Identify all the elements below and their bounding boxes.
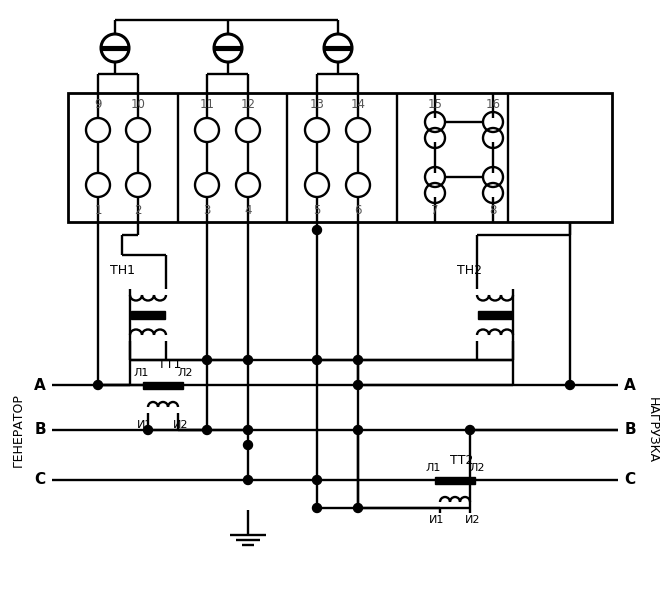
Text: 1: 1 [94,204,102,216]
Text: 5: 5 [314,204,321,216]
Bar [143,382,183,389]
Text: И1: И1 [429,515,445,525]
Text: C: C [34,473,46,488]
Circle shape [143,425,153,434]
Text: A: A [624,377,636,392]
Circle shape [354,504,362,513]
Text: ГЕНЕРАТОР: ГЕНЕРАТОР [11,393,25,467]
Text: 4: 4 [245,204,252,216]
Text: 7: 7 [431,204,439,216]
Text: 2: 2 [134,204,142,216]
Text: НАГРУЗКА: НАГРУЗКА [645,397,659,463]
Circle shape [312,225,322,234]
Text: B: B [34,422,46,437]
Circle shape [354,355,362,365]
Bar [435,476,475,483]
Circle shape [243,476,253,485]
Text: 16: 16 [486,98,500,111]
Circle shape [312,504,322,513]
Text: 11: 11 [200,98,214,111]
Circle shape [94,380,103,389]
Circle shape [243,355,253,365]
Circle shape [565,380,574,389]
Text: 3: 3 [203,204,210,216]
Text: C: C [624,473,636,488]
Text: ТН2: ТН2 [457,264,482,277]
Circle shape [312,476,322,485]
Text: Л2: Л2 [469,463,485,473]
Circle shape [202,425,212,434]
Text: И2: И2 [174,420,189,430]
Text: ТТ2: ТТ2 [450,453,474,467]
Text: И2: И2 [465,515,481,525]
Text: 14: 14 [350,98,366,111]
Bar [478,311,512,319]
Text: ТТ1: ТТ1 [158,358,182,371]
Circle shape [354,425,362,434]
Text: A: A [34,377,46,392]
Text: Л1: Л1 [425,463,441,473]
Circle shape [312,355,322,365]
Text: Л2: Л2 [178,368,193,378]
Text: И1: И1 [137,420,153,430]
Circle shape [243,440,253,449]
Text: 9: 9 [94,98,102,111]
Bar [131,311,165,319]
Text: 6: 6 [354,204,362,216]
Text: 12: 12 [241,98,255,111]
Circle shape [243,425,253,434]
Bar [68,93,612,222]
Circle shape [354,380,362,389]
Circle shape [466,425,474,434]
Text: 10: 10 [131,98,145,111]
Text: 8: 8 [489,204,496,216]
Circle shape [202,355,212,365]
Text: ТН1: ТН1 [110,264,135,277]
Text: 13: 13 [310,98,324,111]
Text: 15: 15 [427,98,442,111]
Text: Л1: Л1 [133,368,149,378]
Text: B: B [624,422,636,437]
